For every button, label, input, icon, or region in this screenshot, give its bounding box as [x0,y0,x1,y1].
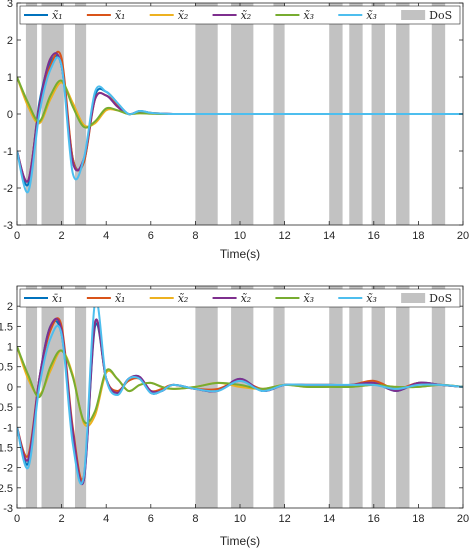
legend-label: x̄₁ [52,292,63,305]
y-tick-label: -1.5 [0,442,13,454]
dos-band [74,3,87,225]
y-tick-label: 1 [7,72,13,84]
legend-label: x̃₂ [241,9,252,22]
y-tick-label: -2.5 [0,483,13,495]
legend-label: x̃₂ [178,9,189,22]
legend-box [19,5,461,25]
plot-panel-2: -3-2.5-2-1.5-1-0.500.511.520246810121416… [0,285,469,548]
y-tick-label: 0.5 [0,362,13,374]
y-tick-label: 1.5 [0,321,13,333]
x-tick-label: 14 [323,230,335,242]
x-tick-label: 4 [103,230,109,242]
x-tick-label: 14 [323,513,335,525]
legend-label: x̃₁ [115,9,126,22]
dos-band [273,286,285,508]
legend-box [19,288,461,308]
y-tick-label: 0 [7,109,13,121]
y-tick-label: 2 [7,301,13,313]
series-line-6 [17,298,463,485]
dos-band [431,286,446,508]
dos-band [231,286,254,508]
y-tick-label: -3 [3,503,13,515]
legend-label: x̃₁ [52,9,63,22]
x-tick-label: 16 [368,230,380,242]
x-tick-label: 18 [412,230,424,242]
legend-label: x̃₃ [303,292,314,305]
x-tick-label: 0 [14,513,20,525]
dos-band [396,286,410,508]
y-tick-label: 3 [7,0,13,10]
x-tick-label: 0 [14,230,20,242]
x-tick-label: 2 [59,230,65,242]
legend-label: x̃₂ [178,292,189,305]
x-tick-label: 10 [234,513,246,525]
x-tick-label: 20 [457,513,469,525]
x-axis-label: Time(s) [220,247,260,261]
y-tick-label: -2 [3,183,13,195]
series-line-6 [17,56,463,194]
x-tick-label: 10 [234,230,246,242]
y-tick-label: 2 [7,35,13,47]
dos-band [25,286,38,508]
legend-swatch-dos [401,10,426,20]
x-axis-label: Time(s) [220,534,260,548]
x-tick-label: 8 [192,230,198,242]
x-tick-label: 20 [457,230,469,242]
x-tick-label: 6 [148,513,154,525]
x-tick-label: 6 [148,230,154,242]
legend-label: x̃₂ [241,292,252,305]
x-tick-label: 8 [192,513,198,525]
y-tick-label: 0 [7,382,13,394]
dos-band [329,286,343,508]
x-tick-label: 12 [278,230,290,242]
x-tick-label: 2 [59,513,65,525]
y-tick-label: -1 [3,146,13,158]
dos-band [41,286,64,508]
y-tick-label: 1 [7,342,13,354]
legend-label: x̃₃ [366,9,377,22]
x-tick-label: 4 [103,513,109,525]
legend-label: x̃₁ [115,292,126,305]
y-tick-label: -0.5 [0,402,13,414]
legend-swatch-dos [401,293,426,303]
legend-label: x̃₃ [366,292,377,305]
y-tick-label: -3 [3,220,13,232]
dos-band [74,286,87,508]
legend-label: x̃₃ [303,9,314,22]
x-tick-label: 12 [278,513,290,525]
y-tick-label: -1 [3,422,13,434]
x-tick-label: 18 [412,513,424,525]
dos-band [195,286,218,508]
x-tick-label: 16 [368,513,380,525]
y-tick-label: -2 [3,463,13,475]
dos-band [349,286,363,508]
legend-label: DoS [429,9,452,22]
dos-band [371,286,385,508]
legend-label: DoS [429,292,452,305]
